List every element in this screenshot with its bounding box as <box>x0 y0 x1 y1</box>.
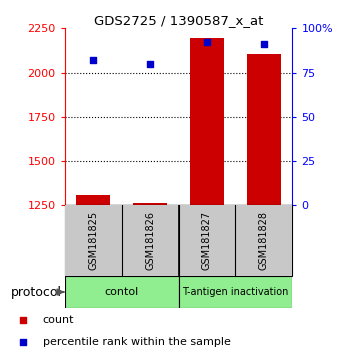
Bar <box>65 205 122 276</box>
Bar <box>65 276 178 308</box>
Text: GSM181826: GSM181826 <box>145 211 155 270</box>
Bar <box>178 205 235 276</box>
Text: protocol: protocol <box>11 286 62 298</box>
Bar <box>76 195 110 205</box>
Point <box>316 52 321 58</box>
Bar <box>122 205 178 276</box>
Point <box>316 250 321 256</box>
Point <box>147 61 153 67</box>
Bar <box>190 38 224 205</box>
Text: T-antigen inactivation: T-antigen inactivation <box>182 287 289 297</box>
Bar <box>247 54 281 205</box>
Bar <box>178 276 292 308</box>
Point <box>90 57 96 63</box>
Text: GSM181828: GSM181828 <box>259 211 269 270</box>
Text: contol: contol <box>104 287 139 297</box>
Point <box>261 41 267 47</box>
Bar <box>133 203 167 205</box>
Text: count: count <box>43 315 74 325</box>
Text: GSM181825: GSM181825 <box>88 211 98 270</box>
Text: GSM181827: GSM181827 <box>202 211 212 270</box>
Title: GDS2725 / 1390587_x_at: GDS2725 / 1390587_x_at <box>94 14 263 27</box>
Bar <box>236 205 292 276</box>
Point <box>204 40 210 45</box>
Text: percentile rank within the sample: percentile rank within the sample <box>43 337 231 347</box>
